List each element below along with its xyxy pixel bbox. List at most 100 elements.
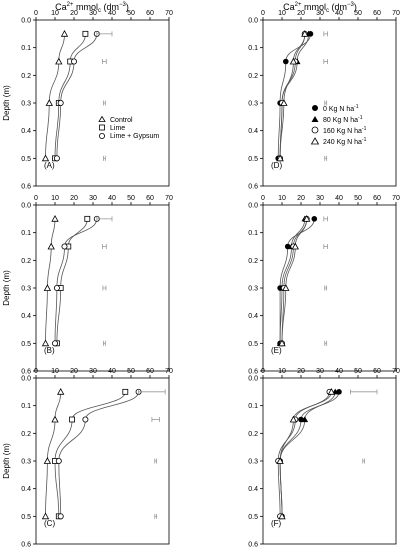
series-lime-gypsum-point — [55, 457, 62, 464]
y-tick-label: 0.2 — [248, 431, 258, 438]
series-lime-gypsum-point — [53, 284, 60, 291]
series-lime-gypsum-point — [53, 155, 60, 162]
series-lime-line — [56, 218, 88, 344]
series-control-point — [51, 214, 59, 222]
legend-160n-marker — [311, 126, 319, 134]
legend-control-marker — [98, 115, 106, 122]
y-tick-label: 0.0 — [248, 203, 258, 210]
y-tick-label: 0.5 — [21, 156, 31, 163]
panel-label: (E) — [271, 346, 282, 355]
x-tick-label: 50 — [354, 368, 362, 375]
x-tick-label: 30 — [89, 10, 97, 17]
series-240-kg-n-ha-1-point — [303, 214, 311, 222]
x-tick-label: 0 — [34, 195, 38, 202]
series-lime-point — [122, 388, 129, 395]
series-0-kg-n-ha-1-line — [279, 218, 315, 344]
series-lime-gypsum-line — [58, 391, 139, 517]
series-lime-gypsum-point — [61, 243, 68, 250]
series-240-kg-n-ha-1-point — [327, 387, 336, 395]
panel-label: (A) — [44, 161, 55, 170]
series-lime-gypsum-point — [71, 58, 78, 65]
x-tick-label: 40 — [108, 195, 116, 202]
y-tick-label: 0.4 — [21, 313, 31, 320]
y-axis-title: Depth (m) — [2, 443, 11, 479]
x-tick-label: 30 — [89, 195, 97, 202]
x-tick-label: 0 — [261, 368, 265, 375]
x-tick-label: 50 — [127, 195, 135, 202]
x-tick-label: 30 — [316, 195, 324, 202]
series-control-point — [47, 242, 55, 250]
series-240-kg-n-ha-1-line — [279, 33, 306, 159]
series-lime-gypsum-point — [57, 513, 64, 520]
series-lime-gypsum-point — [82, 416, 89, 423]
series-control-point — [43, 284, 52, 291]
x-tick-label: 60 — [146, 195, 154, 202]
x-tick-label: 70 — [165, 195, 173, 202]
x-tick-label: 20 — [70, 10, 78, 17]
y-tick-label: 0.6 — [21, 542, 31, 549]
y-tick-label: 0.1 — [21, 403, 31, 410]
x-tick-label: 60 — [373, 10, 381, 17]
series-240-kg-n-ha-1-point — [278, 512, 286, 520]
legend-160n-label: 160 Kg N ha-1 — [323, 126, 367, 135]
legend-left: Control Lime Lime + Gypsum — [98, 115, 159, 140]
panel-e: 0 10 20 30 40 50 60 70 0.0 0.1 0.2 0.3 0.4 0.5 0.6 (E) — [248, 195, 400, 376]
y-tick-label: 0.2 — [21, 431, 31, 438]
series-0-kg-n-ha-1-line — [279, 391, 340, 517]
y-tick-label: 0.1 — [248, 45, 258, 52]
x-tick-label: 40 — [335, 368, 343, 375]
series-control-point — [41, 512, 50, 520]
y-tick-label: 0.3 — [248, 101, 258, 108]
y-tick-label: 0.3 — [21, 459, 31, 466]
y-tick-label: 0.6 — [248, 369, 258, 376]
y-tick-label: 0.5 — [21, 514, 31, 521]
series-80-kg-n-ha-1-line — [279, 218, 306, 344]
y-tick-label: 0.1 — [248, 230, 258, 237]
series-control-point — [45, 99, 53, 106]
y-tick-label: 0.1 — [21, 230, 31, 237]
series-control-point — [41, 154, 50, 162]
y-tick-label: 0.6 — [248, 542, 258, 549]
panels: 0 10 20 30 40 50 60 70 0.0 0.1 0.2 0.3 0.4 0.5 0.6 Dept… — [2, 10, 400, 549]
y-tick-label: 0.4 — [248, 128, 258, 135]
y-tick-label: 0.0 — [248, 376, 258, 383]
x-tick-label: 10 — [278, 10, 286, 17]
y-tick-label: 0.4 — [21, 128, 31, 135]
series-lime-gypsum-line — [54, 218, 98, 344]
y-tick-label: 0.0 — [21, 203, 31, 210]
series-control-point — [60, 29, 69, 37]
series-lime-gypsum-point — [57, 100, 64, 107]
series-240-kg-n-ha-1-point — [276, 457, 284, 464]
y-tick-label: 0.1 — [21, 45, 31, 52]
series-control-line — [45, 33, 65, 159]
legend-lime-label: Lime — [110, 125, 125, 132]
x-tick-label: 30 — [316, 368, 324, 375]
legend-right: 0 Kg N ha-1 80 Kg N ha-1 160 Kg N ha-1 2… — [310, 104, 367, 146]
y-tick-label: 0.5 — [248, 514, 258, 521]
series-240-kg-n-ha-1-point — [282, 284, 290, 291]
y-tick-label: 0.4 — [21, 486, 31, 493]
x-tick-label: 30 — [89, 368, 97, 375]
x-tick-label: 60 — [146, 10, 154, 17]
y-tick-label: 0.4 — [248, 486, 258, 493]
y-axis-title: Depth (m) — [2, 270, 11, 306]
series-lime-line — [54, 33, 86, 159]
x-tick-label: 60 — [373, 368, 381, 375]
y-tick-label: 0.4 — [248, 313, 258, 320]
series-240-kg-n-ha-1-point — [291, 242, 299, 250]
series-control-point — [43, 457, 52, 464]
series-240-kg-n-ha-1-point — [280, 99, 288, 106]
series-240-kg-n-ha-1-point — [278, 339, 286, 347]
x-tick-label: 70 — [392, 10, 400, 17]
legend-control-label: Control — [110, 117, 133, 124]
series-0-kg-n-ha-1-point — [283, 58, 289, 65]
legend-0n-marker — [312, 105, 318, 111]
series-lime-point — [69, 416, 75, 423]
x-tick-label: 40 — [335, 195, 343, 202]
x-tick-label: 40 — [108, 368, 116, 375]
x-tick-label: 20 — [70, 368, 78, 375]
panel-c: 0 10 20 30 40 50 60 70 0.0 0.1 0.2 0.3 0.4 0.5 0.6 Dept… — [2, 368, 173, 549]
legend-limegypsum-marker — [99, 132, 106, 139]
y-tick-label: 0.0 — [248, 18, 258, 25]
